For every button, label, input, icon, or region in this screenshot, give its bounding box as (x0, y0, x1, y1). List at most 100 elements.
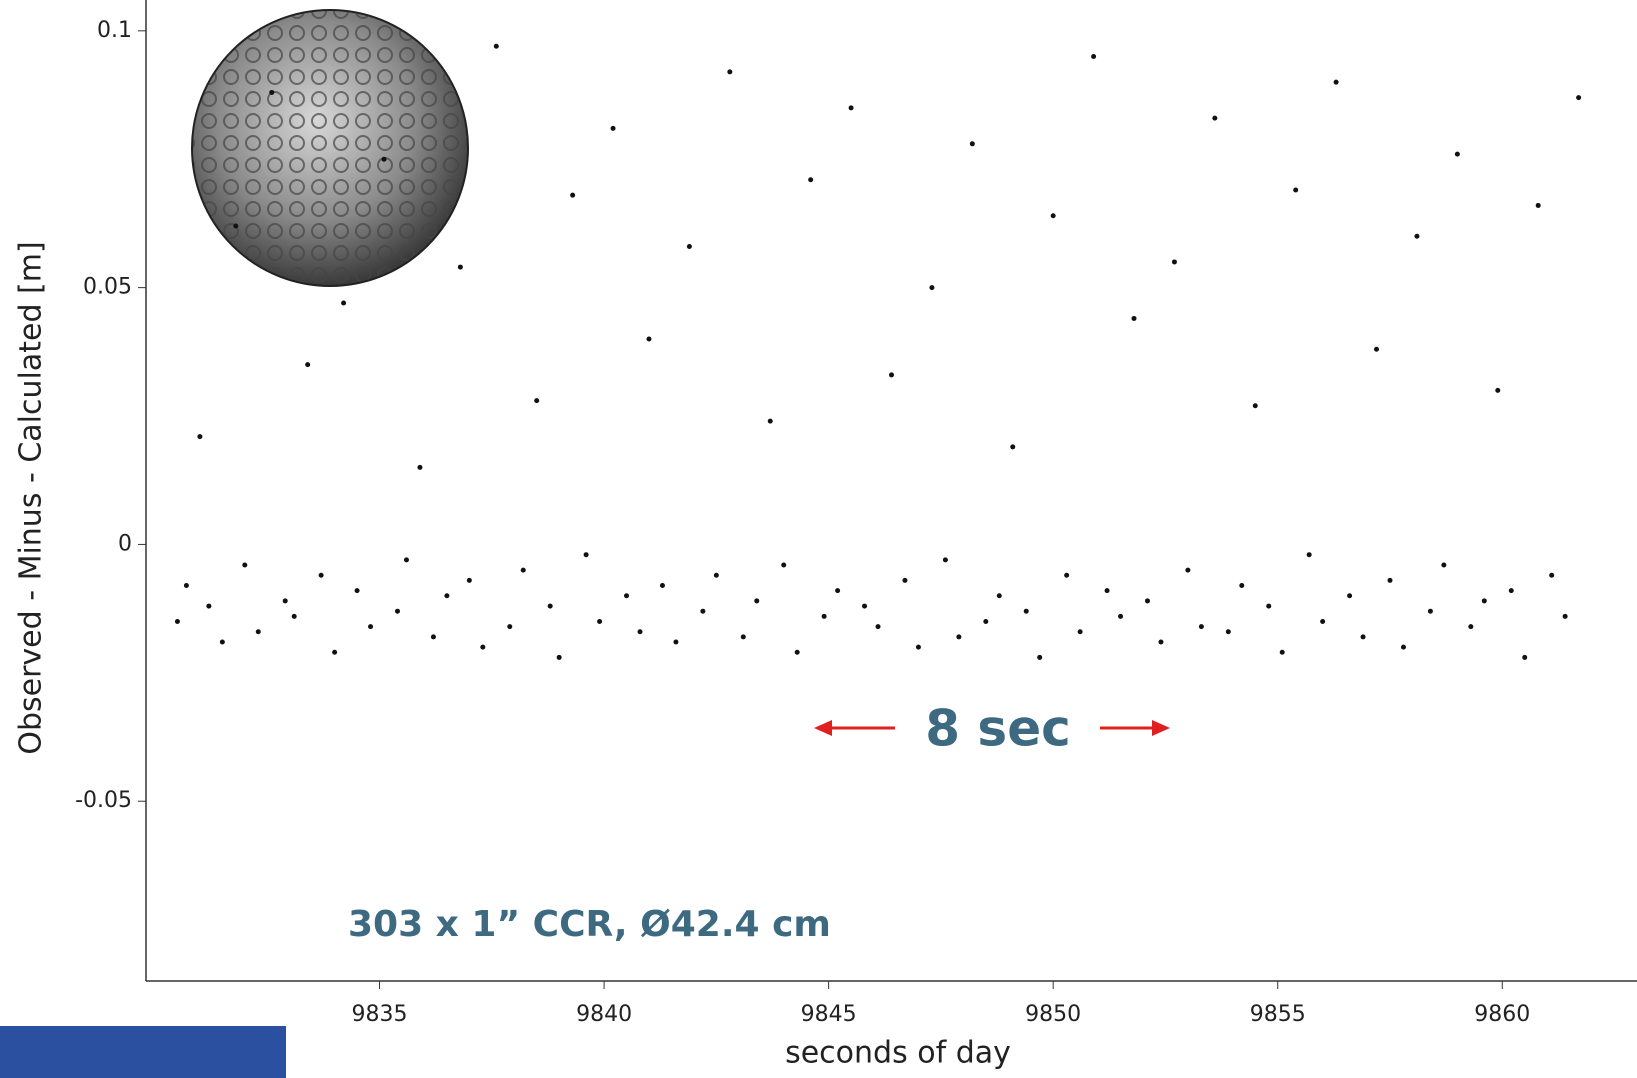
point (996, 593, 1002, 599)
point (1360, 634, 1366, 640)
point (1549, 572, 1555, 578)
point (862, 603, 868, 609)
point (466, 577, 472, 583)
point (305, 362, 311, 368)
point (493, 43, 499, 49)
point (1104, 588, 1110, 594)
point (1427, 608, 1433, 614)
point (332, 649, 338, 655)
point (767, 418, 773, 424)
point (1171, 259, 1177, 265)
point (1320, 618, 1326, 624)
point (269, 89, 275, 95)
point (1023, 608, 1029, 614)
point (1562, 613, 1568, 619)
point (291, 613, 297, 619)
point (1468, 624, 1474, 630)
point (808, 177, 814, 183)
point (174, 618, 180, 624)
point (1091, 53, 1097, 59)
point (1037, 654, 1043, 660)
point (969, 141, 975, 147)
point (983, 618, 989, 624)
point (1239, 583, 1245, 589)
point (1441, 562, 1447, 568)
point (1198, 624, 1204, 630)
point (1454, 151, 1460, 157)
point (219, 639, 225, 645)
x-tick-label: 9835 (352, 1002, 408, 1027)
point (1212, 115, 1218, 121)
plot: -0.05 0 0.05 0.1 9835 9840 9845 9850 9855 9860 (75, 0, 1637, 1027)
point (700, 608, 706, 614)
point (1347, 593, 1353, 599)
point (1158, 639, 1164, 645)
y-tick-label: 0.1 (97, 18, 132, 43)
point (570, 192, 576, 198)
x-tick-label: 9850 (1025, 1002, 1081, 1027)
point (835, 588, 841, 594)
point (686, 244, 692, 250)
point (1077, 629, 1083, 635)
point (242, 562, 248, 568)
point (318, 572, 324, 578)
point (848, 105, 854, 111)
point (1508, 588, 1514, 594)
y-axis-label: Observed - Minus - Calculated [m] (14, 241, 49, 754)
point (754, 598, 760, 604)
point (197, 434, 203, 440)
point (507, 624, 513, 630)
point (394, 608, 400, 614)
point (1374, 346, 1380, 352)
point (610, 125, 616, 131)
x-tick-label: 9860 (1474, 1002, 1530, 1027)
point (597, 618, 603, 624)
point (183, 583, 189, 589)
point (821, 613, 827, 619)
span-arrows (814, 720, 1170, 736)
point (381, 156, 387, 162)
point (457, 264, 463, 270)
point (1279, 649, 1285, 655)
point (794, 649, 800, 655)
point (534, 398, 540, 404)
point (341, 300, 347, 306)
point (781, 562, 787, 568)
point (1131, 315, 1137, 321)
point (444, 593, 450, 599)
x-tick-label: 9855 (1250, 1002, 1306, 1027)
point (354, 588, 360, 594)
point (646, 336, 652, 342)
point (583, 552, 589, 558)
point (1387, 577, 1393, 583)
point (740, 634, 746, 640)
point (624, 593, 630, 599)
point (889, 372, 894, 378)
point (1293, 187, 1299, 193)
point (659, 583, 665, 589)
point (1050, 213, 1056, 219)
point (206, 603, 212, 609)
point (1333, 79, 1339, 85)
point (875, 624, 881, 630)
point (1481, 598, 1487, 604)
point (233, 223, 239, 229)
point (915, 644, 921, 650)
point (1144, 598, 1150, 604)
point (480, 644, 486, 650)
point (556, 654, 562, 660)
point (282, 598, 288, 604)
point (1225, 629, 1231, 635)
point (255, 629, 261, 635)
point (1118, 613, 1124, 619)
point (403, 557, 409, 563)
point (1252, 403, 1258, 409)
point (1535, 202, 1541, 208)
y-tick-label: 0.05 (83, 275, 132, 300)
point (929, 285, 935, 291)
point (673, 639, 679, 645)
point (417, 464, 423, 470)
point (547, 603, 553, 609)
